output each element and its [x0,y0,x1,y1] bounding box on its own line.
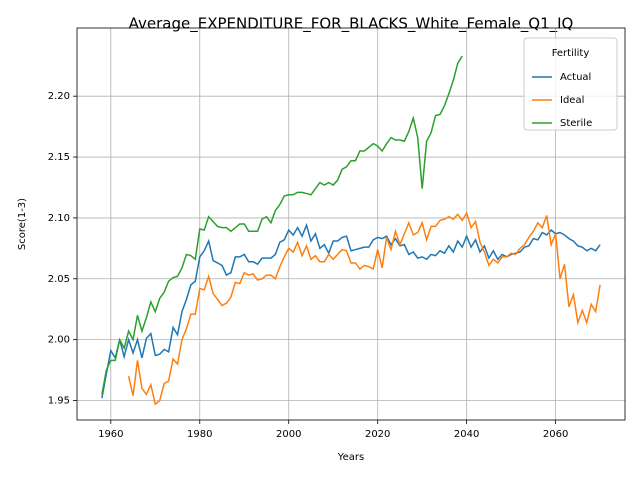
series-line [101,55,463,395]
y-tick-label: 2.20 [48,91,70,102]
x-tick-label: 1960 [98,429,123,440]
legend-title: Fertility [552,48,590,59]
chart-title: Average_EXPENDITURE_FOR_BLACKS_White_Fem… [129,15,574,34]
legend-label: Ideal [560,95,584,106]
x-tick-label: 2020 [365,429,390,440]
x-tick-label: 2040 [454,429,479,440]
y-tick-label: 1.95 [48,396,70,407]
legend-box [523,37,618,131]
x-tick-label: 2000 [276,429,301,440]
series-line [101,222,601,399]
x-axis-label: Years [337,452,364,463]
y-tick-label: 2.00 [48,335,70,346]
y-axis-label: Score(1-3) [17,198,28,250]
legend-label: Actual [560,72,591,83]
y-tick-label: 2.15 [48,152,70,163]
legend-label: Sterile [560,118,592,129]
y-tick-label: 2.05 [48,274,70,285]
plot-frame [76,27,626,421]
series-line [127,211,601,406]
legend: Fertility Actual Ideal Sterile [523,37,618,131]
x-tick-label: 2060 [543,429,568,440]
x-tick-label: 1980 [187,429,212,440]
y-tick-label: 2.10 [48,213,70,224]
